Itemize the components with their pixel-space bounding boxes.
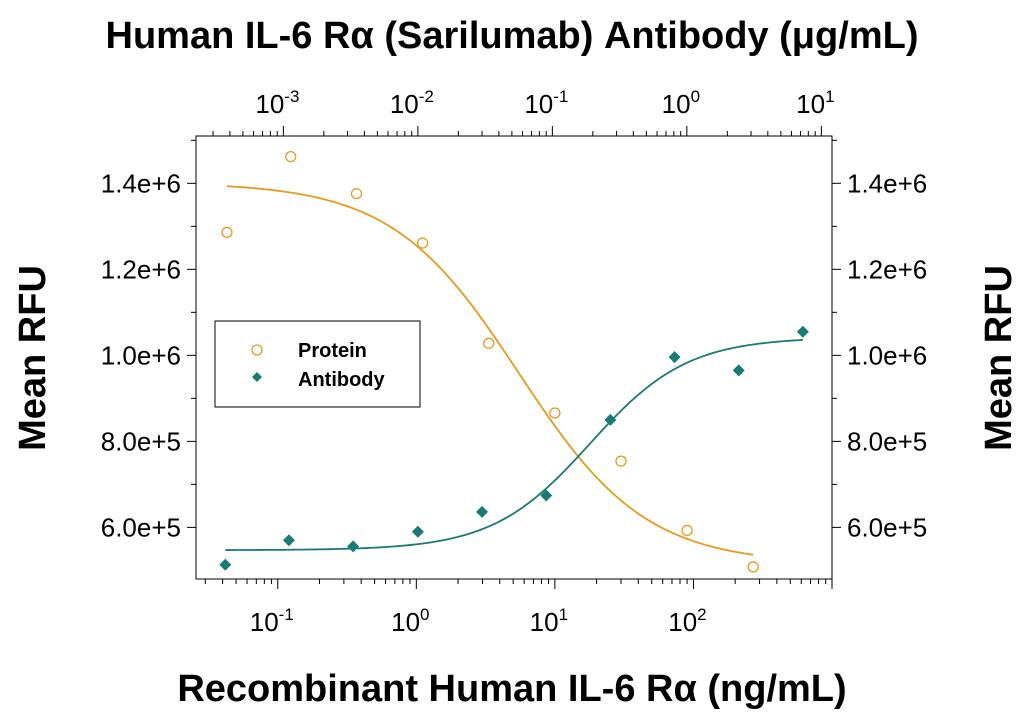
left-axis-title: Mean RFU — [12, 265, 54, 451]
data-point-antibody — [411, 525, 424, 538]
y-left-tick-label: 6.0e+5 — [101, 512, 181, 542]
y-left-tick-label: 1.4e+6 — [101, 168, 181, 198]
y-right-tick-label: 8.0e+5 — [847, 426, 927, 456]
legend-box — [214, 320, 421, 408]
x-top-tick-label: 10-2 — [390, 87, 434, 119]
y-left-tick-label: 1.0e+6 — [101, 340, 181, 370]
legend-protein-label: Protein — [298, 340, 367, 362]
data-points — [219, 150, 809, 573]
y-right-tick-label: 1.4e+6 — [847, 168, 927, 198]
fit-curves — [225, 185, 803, 556]
legend-antibody-marker — [252, 372, 262, 382]
y-right-tick-label: 1.2e+6 — [847, 254, 927, 284]
legend-protein-marker — [251, 344, 263, 356]
x-top-tick-label: 10-1 — [524, 87, 568, 119]
plot-frame — [195, 135, 833, 580]
data-point-antibody — [540, 489, 553, 502]
data-point-antibody — [604, 413, 617, 426]
data-point-protein — [483, 337, 495, 349]
data-point-antibody — [282, 534, 295, 547]
data-point-protein — [416, 237, 429, 249]
fit-curve-antibody — [225, 339, 803, 551]
x-bottom-tick-label: 100 — [391, 605, 429, 637]
data-point-protein — [221, 226, 233, 238]
x-bottom-tick-label: 102 — [668, 605, 706, 637]
y-left-tick-label: 1.2e+6 — [101, 254, 181, 284]
data-point-antibody — [476, 505, 489, 518]
data-point-antibody — [347, 540, 360, 553]
x-bottom-tick-label: 10-1 — [250, 605, 294, 637]
bottom-axis-title: Recombinant Human IL-6 Rα (ng/mL) — [177, 668, 846, 710]
x-top-tick-label: 101 — [796, 87, 834, 119]
data-point-protein — [549, 407, 561, 419]
y-right-tick-label: 6.0e+5 — [847, 512, 927, 542]
data-point-protein — [285, 150, 297, 163]
top-axis-title: Human IL-6 Rα (Sarilumab) Antibody (μg/m… — [106, 15, 919, 57]
x-top-tick-label: 100 — [662, 87, 700, 119]
data-point-protein — [615, 455, 627, 467]
data-point-protein — [350, 187, 363, 200]
data-point-protein — [681, 524, 693, 537]
data-point-protein — [747, 561, 759, 573]
y-right-tick-label: 1.0e+6 — [847, 340, 927, 370]
y-left-tick-label: 8.0e+5 — [101, 426, 181, 456]
x-top-tick-label: 10-3 — [255, 87, 299, 119]
x-bottom-tick-label: 101 — [530, 605, 568, 637]
legend: Protein Antibody — [214, 320, 421, 408]
data-point-antibody — [668, 351, 681, 364]
data-point-antibody — [796, 325, 809, 338]
data-point-antibody — [219, 558, 232, 571]
data-point-antibody — [732, 364, 745, 377]
legend-antibody-label: Antibody — [298, 369, 386, 391]
right-axis-title: Mean RFU — [978, 265, 1020, 451]
fit-curve-protein — [226, 185, 754, 556]
ticks-layer: 10-1 100 101 102 10-3 10-2 10-1 100 101 6.0e+5 8.0… — [101, 87, 928, 637]
